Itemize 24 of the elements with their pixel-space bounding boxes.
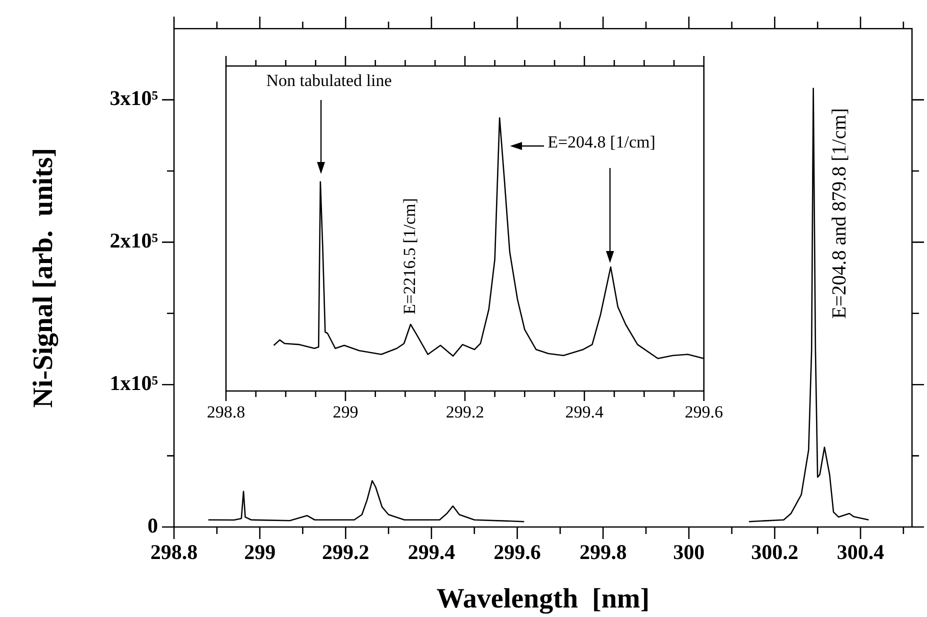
- x-axis-title: Wavelength [nm]: [436, 583, 650, 614]
- x-tick-label: 300.2: [751, 540, 798, 564]
- x-tick-label: 299.2: [446, 402, 484, 422]
- annotation: E=204.8 and 879.8 [1/cm]: [828, 108, 851, 319]
- x-tick-label: 299.2: [322, 540, 370, 564]
- x-tick-label: 300: [673, 540, 705, 564]
- x-tick-label: 299.4: [565, 402, 604, 422]
- x-tick-label: 298.8: [206, 402, 246, 422]
- x-tick-label: 298.8: [150, 540, 198, 564]
- x-tick-label: 299.8: [579, 540, 627, 564]
- x-tick-label: 299: [244, 540, 276, 564]
- y-tick-label: 2x10⁵: [110, 228, 158, 253]
- y-tick-label: 1x10⁵: [110, 371, 158, 396]
- x-tick-label: 299.6: [494, 540, 541, 564]
- x-tick-label: 299: [332, 402, 358, 422]
- y-axis-title: Ni-Signal [arb. units]: [28, 148, 60, 408]
- annotation: E=2216.5 [1/cm]: [400, 198, 420, 314]
- annotation: E=204.8 [1/cm]: [548, 132, 656, 152]
- x-tick-label: 299.6: [684, 402, 723, 422]
- y-tick-label: 0: [148, 513, 158, 538]
- y-tick-label: 3x10⁵: [110, 86, 158, 110]
- annotation: Non tabulated line: [266, 70, 392, 90]
- x-tick-label: 300.4: [836, 540, 885, 564]
- x-tick-label: 299.4: [408, 540, 456, 564]
